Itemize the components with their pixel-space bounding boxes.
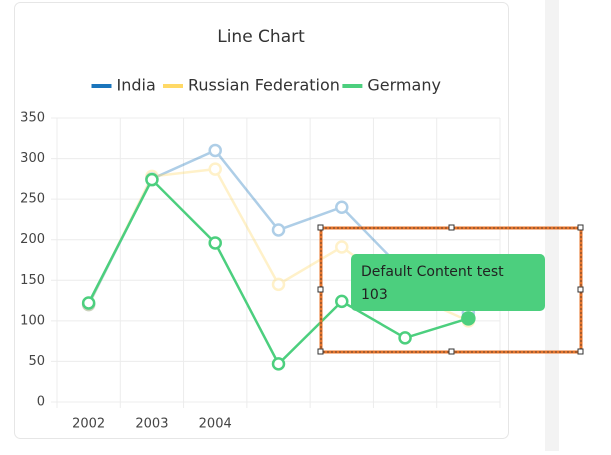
y-tick-label: 200 bbox=[20, 232, 45, 247]
handle[interactable] bbox=[317, 286, 324, 293]
series bbox=[81, 172, 476, 371]
y-tick-label: 150 bbox=[20, 273, 45, 288]
scrollbar bbox=[545, 0, 559, 451]
legend-label: India bbox=[117, 76, 156, 95]
data-point bbox=[81, 296, 96, 310]
y-tick-label: 250 bbox=[20, 192, 45, 207]
handle[interactable] bbox=[577, 224, 584, 231]
handle[interactable] bbox=[577, 286, 584, 293]
y-tick-label: 300 bbox=[20, 151, 45, 166]
y-tick-label: 350 bbox=[20, 111, 45, 126]
handle[interactable] bbox=[317, 348, 324, 355]
tooltip-box bbox=[351, 254, 545, 311]
tooltip-value: 103 bbox=[361, 287, 388, 303]
tooltip: Default Content test 103 bbox=[351, 254, 545, 311]
tooltip-title: Default Content test bbox=[361, 264, 504, 280]
data-point bbox=[208, 236, 222, 250]
y-tick-label: 100 bbox=[20, 313, 45, 328]
x-tick-label: 2003 bbox=[135, 417, 168, 432]
grid: 0 50 100 150 200 250 300 350 2002 2003 2004 bbox=[20, 111, 501, 432]
data-point bbox=[335, 200, 349, 215]
handle[interactable] bbox=[577, 348, 584, 355]
data-point bbox=[461, 311, 476, 326]
data-point bbox=[335, 294, 349, 309]
x-tick-label: 2002 bbox=[72, 417, 105, 432]
legend-label: Russian Federation bbox=[188, 76, 340, 95]
selection-box[interactable] bbox=[317, 224, 584, 355]
x-tick-label: 2004 bbox=[199, 417, 232, 432]
data-point bbox=[271, 223, 286, 237]
chart-title: Line Chart bbox=[217, 27, 305, 47]
handle[interactable] bbox=[317, 224, 324, 231]
legend-label: Germany bbox=[367, 76, 441, 95]
legend: India Russian Federation Germany bbox=[91, 76, 441, 95]
y-tick-label: 50 bbox=[28, 354, 45, 369]
data-point bbox=[398, 331, 412, 345]
data-point bbox=[271, 277, 286, 292]
y-tick-label: 0 bbox=[37, 395, 45, 410]
handle[interactable] bbox=[448, 348, 455, 355]
data-point bbox=[208, 143, 222, 158]
data-point bbox=[208, 162, 222, 176]
handle[interactable] bbox=[448, 224, 455, 231]
data-point bbox=[145, 172, 159, 187]
data-point bbox=[335, 240, 349, 254]
data-point bbox=[271, 357, 286, 371]
chart-card bbox=[14, 2, 509, 439]
